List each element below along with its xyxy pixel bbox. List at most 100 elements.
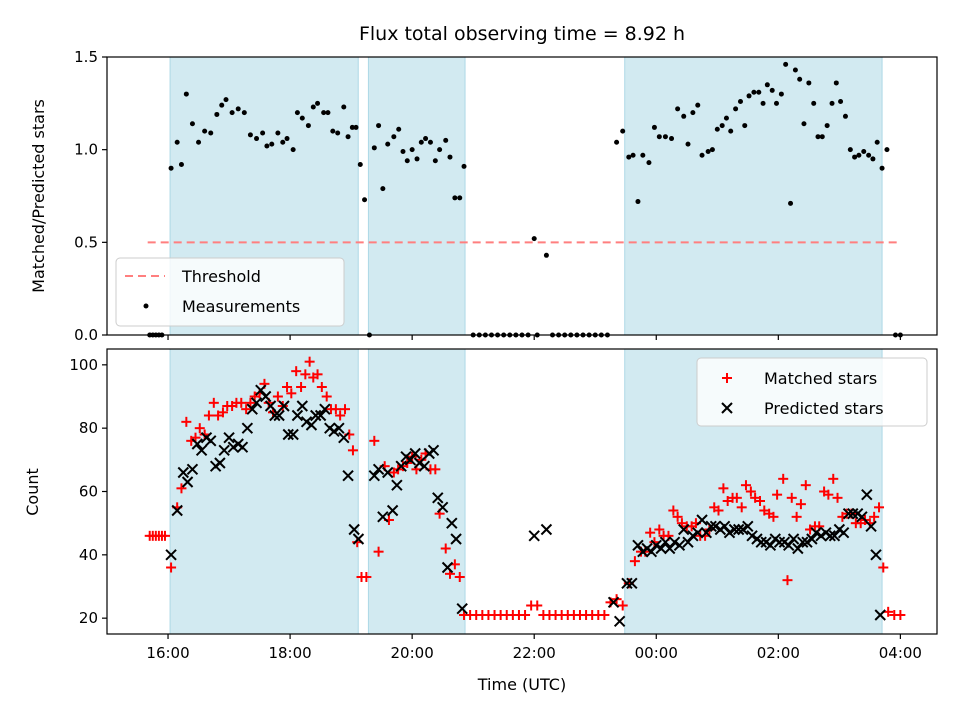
- measurement-point: [792, 67, 798, 73]
- measurement-point: [330, 128, 336, 134]
- measurement-point: [208, 130, 214, 136]
- measurement-point: [842, 113, 848, 119]
- measurement-point: [856, 152, 862, 158]
- measurement-point: [714, 126, 720, 132]
- predicted-star-point: [218, 444, 230, 457]
- measurement-point: [620, 128, 626, 134]
- predicted-star-point: [806, 533, 818, 545]
- legend-measurements-swatch: [143, 303, 149, 309]
- matched-star-point: [823, 489, 834, 500]
- predicted-star-point: [386, 504, 399, 517]
- observing-window: [169, 348, 359, 635]
- matched-star-point: [869, 511, 880, 522]
- matched-star-point: [166, 562, 177, 573]
- measurement-point: [699, 152, 705, 158]
- matched-star-point: [755, 496, 766, 506]
- measurement-point: [260, 130, 266, 136]
- bottom-y-ticks: 20 40 60 80 100: [69, 356, 107, 627]
- measurement-point: [769, 87, 775, 93]
- predicted-star-point: [450, 533, 462, 545]
- top-x-ticks: [167, 335, 901, 340]
- predicted-star-point: [755, 536, 767, 548]
- measurement-point: [183, 91, 189, 97]
- ratio-panel: 0.0 0.5 1.0 1.5 Matched/Predicted stars Thr…: [29, 48, 938, 344]
- observing-window: [624, 56, 883, 336]
- measurement-point: [746, 93, 752, 99]
- measurement-point: [335, 130, 341, 136]
- predicted-star-point: [432, 492, 444, 504]
- predicted-star-point: [269, 409, 281, 422]
- predicted-star-point: [659, 536, 672, 548]
- measurement-point: [357, 161, 363, 167]
- bottom-legend: Matched stars Predicted stars: [696, 357, 928, 427]
- measurement-point: [778, 91, 784, 97]
- measurement-point: [376, 123, 382, 129]
- predicted-star-point: [732, 523, 745, 536]
- measurement-point: [806, 80, 812, 86]
- measurement-point: [656, 134, 662, 140]
- predicted-star-point: [540, 523, 553, 536]
- matched-star-point: [532, 600, 543, 611]
- matched-star-point: [629, 556, 640, 567]
- matched-star-point: [330, 404, 341, 415]
- matched-star-point: [454, 572, 465, 582]
- measurement-point: [202, 128, 208, 134]
- matched-star-point: [340, 404, 351, 415]
- y-tick-label: 1.5: [74, 48, 98, 66]
- measurement-point: [168, 165, 174, 171]
- matched-star-point: [718, 483, 729, 494]
- predicted-star-point: [441, 561, 454, 574]
- measurement-point: [733, 106, 739, 112]
- measurement-point: [695, 102, 701, 108]
- predicted-star-point: [273, 409, 285, 422]
- predicted-star-point: [655, 542, 667, 555]
- measurement-point: [247, 132, 253, 138]
- predicted-star-point: [870, 549, 882, 561]
- matched-star-point: [159, 530, 170, 541]
- predicted-star-point: [613, 615, 626, 628]
- measurement-point: [284, 136, 290, 142]
- matched-star-point: [296, 382, 307, 392]
- legend-predicted-swatch: [721, 402, 733, 414]
- predicted-star-point: [404, 454, 417, 466]
- y-tick-label: 60: [79, 483, 98, 501]
- predicted-star-point: [696, 514, 708, 526]
- legend-predicted-marker: [721, 402, 733, 414]
- measurement-point: [396, 126, 402, 132]
- predicted-star-point: [255, 384, 267, 396]
- matched-star-point: [347, 445, 358, 456]
- y-tick-label: 1.0: [74, 141, 98, 159]
- matched-star-point: [795, 499, 806, 510]
- measurement-point: [214, 111, 220, 117]
- count-panel: 20 40 60 80 100 16:00 18:00 20:00 22:00 00:00 02:…: [23, 348, 938, 694]
- predicted-star-point: [165, 549, 177, 561]
- y-tick-label: 100: [69, 356, 98, 374]
- predicted-star-point: [195, 444, 208, 457]
- predicted-star-point: [837, 526, 850, 539]
- matched-star-point: [828, 473, 839, 484]
- predicted-star-point: [382, 466, 394, 479]
- predicted-star-point: [241, 422, 254, 434]
- predicted-star-point: [171, 504, 183, 517]
- measurement-point: [437, 147, 443, 153]
- measurement-point: [380, 186, 386, 192]
- measurement-point: [189, 121, 195, 127]
- top-plot-frame: [106, 56, 938, 336]
- matched-star-point: [713, 505, 724, 516]
- measurement-point: [404, 158, 410, 164]
- measurement-point: [341, 104, 347, 110]
- predicted-star-point: [742, 520, 754, 533]
- predicted-star-point: [692, 526, 704, 539]
- measurement-point: [305, 123, 311, 129]
- measurement-point: [223, 97, 229, 103]
- top-legend: Threshold Measurements: [115, 257, 345, 327]
- measurement-point: [801, 121, 807, 127]
- measurement-point: [847, 147, 853, 153]
- matched-star-point: [369, 435, 380, 446]
- predicted-star-point: [663, 542, 676, 555]
- predicted-star-point: [782, 539, 795, 552]
- measurement-point: [461, 163, 467, 169]
- measurement-point: [400, 149, 406, 155]
- predicted-star-point: [673, 539, 686, 552]
- measurement-point: [719, 123, 725, 129]
